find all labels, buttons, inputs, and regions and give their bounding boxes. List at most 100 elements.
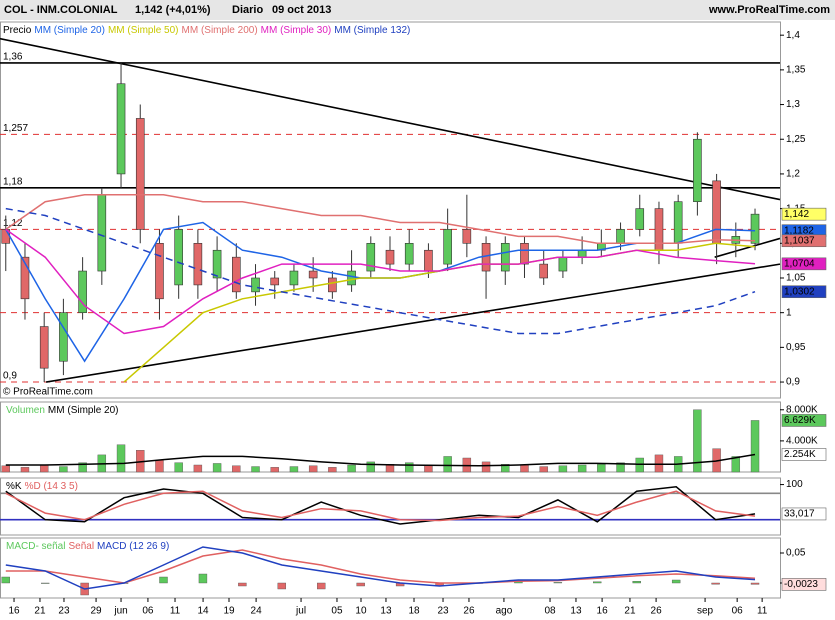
legend-entry: %D (14 3 5) xyxy=(25,481,78,492)
symbol: COL - INM.COLONIAL xyxy=(4,4,118,16)
candle-body xyxy=(424,249,433,272)
bar xyxy=(328,467,337,473)
x-tick-label: 13 xyxy=(380,606,392,617)
x-tick-label: 23 xyxy=(437,606,449,617)
value-box xyxy=(781,507,827,521)
bar xyxy=(39,464,49,473)
series-line xyxy=(5,486,756,525)
legend: MACD- señal Señal MACD (12 26 9) xyxy=(6,541,169,552)
y-tick-label: 8.000K xyxy=(786,404,818,415)
candle-body xyxy=(500,242,510,272)
x-tick-label: 24 xyxy=(251,606,263,617)
legend: %K %D (14 3 5) xyxy=(6,481,78,492)
candle-body xyxy=(289,270,299,286)
bar xyxy=(558,465,568,473)
level-label: 0,9 xyxy=(3,371,17,382)
x-tick-label: 21 xyxy=(624,606,636,617)
panel xyxy=(0,401,781,473)
x-tick-label: 10 xyxy=(355,606,367,617)
bar xyxy=(20,467,30,473)
candle-body xyxy=(712,180,721,244)
series-line xyxy=(5,193,756,245)
panel xyxy=(0,477,781,536)
candle-body xyxy=(155,242,164,300)
y-tick-label: 1,25 xyxy=(786,134,806,145)
y-tick-label: 1,35 xyxy=(786,65,806,76)
candle-body xyxy=(443,229,452,265)
panel xyxy=(0,21,781,399)
x-tick-label: 26 xyxy=(463,606,475,617)
bar xyxy=(654,454,664,473)
x-tick-label: 16 xyxy=(597,606,609,617)
value-label: 1,1182 xyxy=(784,225,814,236)
candle-body xyxy=(270,277,280,286)
bar xyxy=(59,466,68,473)
value-box xyxy=(781,414,827,427)
legend-entry: MM (Simple 20) xyxy=(48,405,119,416)
legend-entry: %K xyxy=(6,481,22,492)
x-tick-label: 11 xyxy=(170,606,181,617)
x-tick-label: 08 xyxy=(544,606,556,617)
candle-body xyxy=(251,277,260,293)
legend-entry: MM (Simple 200) xyxy=(182,25,258,36)
candle-body xyxy=(20,256,30,300)
legend-entry: Precio xyxy=(3,25,32,36)
date: 09 oct 2013 xyxy=(272,4,331,16)
value-box xyxy=(781,257,827,271)
value-box xyxy=(781,207,827,221)
value-label: 1,1037 xyxy=(784,235,815,246)
bar xyxy=(750,420,760,473)
bar xyxy=(671,579,681,584)
trend-line xyxy=(0,37,781,201)
x-tick-label: jul xyxy=(295,606,306,617)
bar xyxy=(577,464,587,473)
bar xyxy=(635,457,644,473)
value-label: 1,142 xyxy=(784,209,809,220)
x-tick-label: 21 xyxy=(34,606,46,617)
candle-body xyxy=(78,270,87,313)
series-line xyxy=(5,207,756,335)
candle-body xyxy=(616,229,625,244)
x-tick-label: 11 xyxy=(757,606,768,617)
copyright: © ProRealTime.com xyxy=(3,387,93,398)
candle-body xyxy=(116,83,126,175)
trend-line xyxy=(714,237,781,258)
legend-entry: MACD (12 26 9) xyxy=(97,541,169,552)
legend-entry: MACD- señal xyxy=(6,541,65,552)
candle-body xyxy=(520,242,529,265)
candle-body xyxy=(635,208,645,230)
x-tick-label: 18 xyxy=(408,606,420,617)
bar xyxy=(443,456,452,473)
series-line xyxy=(5,549,756,584)
y-tick-label: 1,05 xyxy=(786,273,806,284)
value-label: 1,0302 xyxy=(784,286,815,297)
bar xyxy=(501,464,510,473)
panel xyxy=(0,537,781,599)
candle-body xyxy=(328,277,337,293)
y-tick-label: 1 xyxy=(786,307,792,318)
candle-body xyxy=(404,242,414,265)
y-tick-label: 0,9 xyxy=(786,377,800,388)
candle-body xyxy=(539,263,548,279)
candle-body xyxy=(97,194,107,272)
x-tick-label: 13 xyxy=(570,606,582,617)
value-box xyxy=(781,578,827,591)
candle-body xyxy=(135,118,145,230)
y-tick-label: 1,3 xyxy=(786,99,800,110)
level-label: 1,18 xyxy=(3,176,23,187)
bar xyxy=(347,464,356,473)
x-tick-label: 06 xyxy=(732,606,744,617)
bar xyxy=(232,465,241,473)
trend-line xyxy=(45,263,781,383)
series-line xyxy=(5,546,756,590)
candle-body xyxy=(366,242,376,272)
value-box xyxy=(781,448,827,461)
bar xyxy=(116,444,126,473)
x-tick-label: ago xyxy=(496,606,513,617)
bar xyxy=(750,582,760,585)
candle-body xyxy=(174,229,183,286)
quote: 1,142 (+4,01%) xyxy=(135,4,211,16)
value-label: 33,017 xyxy=(784,509,815,520)
bar xyxy=(693,409,702,473)
legend-entry: MM (Simple 30) xyxy=(261,25,332,36)
